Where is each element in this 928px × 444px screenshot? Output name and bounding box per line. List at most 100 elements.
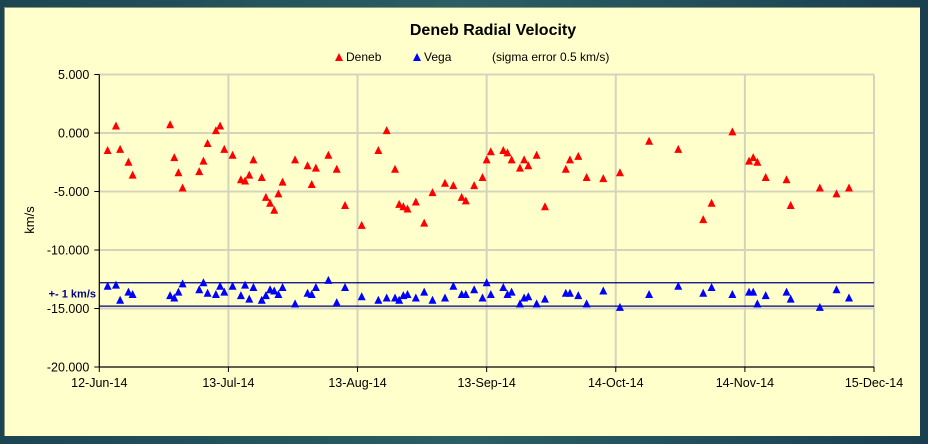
deneb-data-point <box>357 220 366 229</box>
vega-data-point <box>311 282 320 291</box>
deneb-data-point <box>499 146 508 155</box>
vega-data-point <box>249 282 258 291</box>
deneb-data-point <box>645 136 654 145</box>
axes <box>94 74 875 372</box>
y-tick-label: -10.000 <box>47 244 89 258</box>
vega-data-point <box>749 287 758 296</box>
vega-data-point <box>261 291 270 300</box>
vega-data-point <box>440 293 449 302</box>
deneb-data-point <box>440 178 449 187</box>
vega-data-point <box>236 291 245 300</box>
deneb-data-point <box>211 126 220 135</box>
deneb-data-point <box>574 151 583 160</box>
deneb-data-point <box>782 175 791 184</box>
vega-data-point <box>116 295 125 304</box>
vega-data-point <box>291 299 300 308</box>
vega-data-point <box>507 287 516 296</box>
vega-data-point <box>761 291 770 300</box>
series-vega <box>103 275 854 311</box>
deneb-data-point <box>674 144 683 153</box>
vega-data-point <box>128 289 137 298</box>
deneb-data-point <box>278 177 287 186</box>
vega-data-point <box>782 287 791 296</box>
y-tick-label: -20.000 <box>47 361 89 375</box>
vega-data-point <box>582 299 591 308</box>
deneb-data-point <box>707 198 716 207</box>
deneb-data-point <box>699 215 708 224</box>
y-tick-label: 0.000 <box>58 127 89 141</box>
deneb-data-point <box>257 172 266 181</box>
vega-data-point <box>241 280 250 289</box>
deneb-data-point <box>478 172 487 181</box>
deneb-data-point <box>749 153 758 162</box>
vega-data-point <box>599 286 608 295</box>
vega-data-point <box>324 275 333 284</box>
x-tick-label: 15-Dec-14 <box>845 376 903 390</box>
deneb-data-point <box>532 150 541 159</box>
chart-panel <box>4 7 920 436</box>
legend-deneb-label: Deneb <box>346 50 382 64</box>
vega-data-point <box>278 282 287 291</box>
deneb-data-point <box>540 202 549 211</box>
deneb-data-point <box>482 155 491 164</box>
vega-data-point <box>199 278 208 287</box>
deneb-data-point <box>332 164 341 173</box>
deneb-data-point <box>395 199 404 208</box>
deneb-data-point <box>341 201 350 210</box>
vega-data-point <box>815 302 824 311</box>
vega-data-point <box>357 292 366 301</box>
vega-data-point <box>211 289 220 298</box>
x-tick-label: 13-Jul-14 <box>202 376 254 390</box>
deneb-data-point <box>599 174 608 183</box>
vega-data-point <box>499 282 508 291</box>
vega-data-point <box>540 294 549 303</box>
vega-data-point <box>178 279 187 288</box>
vega-data-point <box>699 288 708 297</box>
deneb-data-point <box>449 181 458 190</box>
deneb-data-point <box>428 188 437 197</box>
vega-data-point <box>391 293 400 302</box>
deneb-data-point <box>503 148 512 157</box>
legend-deneb-marker-icon <box>335 53 343 61</box>
deneb-data-point <box>786 201 795 210</box>
vega-data-point <box>845 293 854 302</box>
vega-data-point <box>307 289 316 298</box>
vega-data-point <box>574 291 583 300</box>
deneb-data-point <box>203 139 212 148</box>
vega-data-point <box>615 302 624 311</box>
x-tick-label: 13-Aug-14 <box>328 376 386 390</box>
legend-vega-label: Vega <box>424 50 452 64</box>
deneb-data-point <box>391 164 400 173</box>
vega-data-point <box>503 289 512 298</box>
vega-data-point <box>428 295 437 304</box>
y-tick-labels: 5.000 0.000 -5.000 -10.000 -15.000 -20.000 <box>47 68 89 375</box>
deneb-data-point <box>728 127 737 136</box>
legend-vega-marker-icon <box>413 53 421 61</box>
deneb-data-point <box>170 153 179 162</box>
vega-data-point <box>103 281 112 290</box>
vega-data-point <box>565 288 574 297</box>
vega-data-point <box>270 286 279 295</box>
deneb-data-point <box>486 147 495 156</box>
deneb-data-point <box>103 146 112 155</box>
vega-data-point <box>486 289 495 298</box>
x-tick-labels: 12-Jun-14 13-Jul-14 13-Aug-14 13-Sep-14 14-O… <box>71 376 903 390</box>
deneb-data-point <box>457 192 466 201</box>
series-deneb <box>103 120 854 229</box>
vega-data-point <box>203 288 212 297</box>
vega-data-point <box>449 281 458 290</box>
vega-data-point <box>786 294 795 303</box>
deneb-data-point <box>745 156 754 165</box>
vega-data-point <box>274 289 283 298</box>
deneb-data-point <box>274 189 283 198</box>
x-tick-label: 13-Sep-14 <box>457 376 515 390</box>
deneb-data-point <box>753 157 762 166</box>
vega-data-point <box>170 293 179 302</box>
vega-data-point <box>395 295 404 304</box>
vega-data-point <box>470 285 479 294</box>
vega-data-point <box>832 285 841 294</box>
deneb-data-point <box>270 205 279 214</box>
vega-data-point <box>753 299 762 308</box>
x-tick-label: 14-Oct-14 <box>588 376 644 390</box>
deneb-data-point <box>761 172 770 181</box>
